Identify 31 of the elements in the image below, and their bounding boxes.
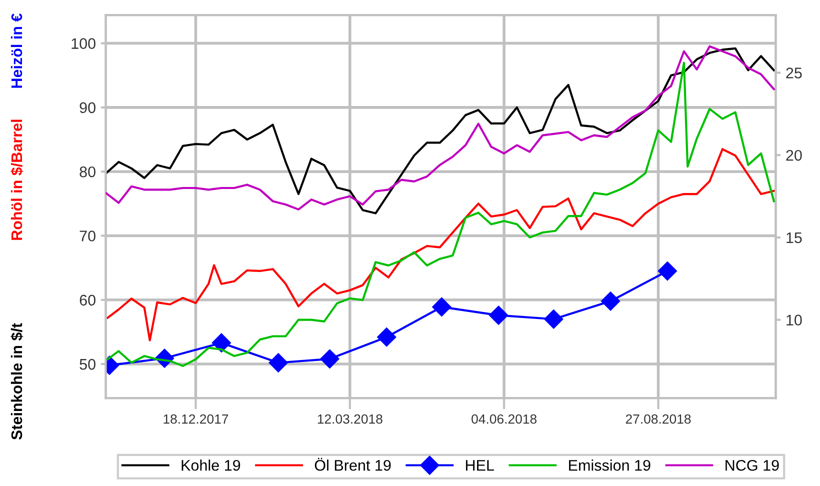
y-tick-label: 60	[80, 294, 96, 306]
text: Rohöl in $/Barrel	[10, 120, 24, 240]
point	[432, 297, 452, 316]
legend-label: NCG 19	[726, 460, 779, 471]
point	[544, 310, 564, 329]
point	[377, 328, 396, 347]
y-tick-label: 90	[80, 102, 96, 114]
x-tick-label: 04.06.2018	[472, 414, 537, 424]
y-axis-title: Steinkohle in $/t	[10, 323, 24, 440]
y2-tick-label: 20	[786, 150, 802, 161]
legend-label: Emission 19	[569, 460, 650, 471]
y-tick-label: 100	[72, 38, 96, 49]
legend-label: HEL	[466, 460, 494, 471]
y-tick-label: 50	[80, 358, 96, 370]
legend-label: Kohle 19	[182, 460, 240, 471]
y2-tick-label: 15	[786, 232, 802, 244]
point	[600, 292, 620, 311]
x-tick-label: 27.08.2018	[626, 414, 691, 424]
point	[658, 261, 677, 281]
point	[268, 353, 288, 372]
y2-tick-label: 10	[786, 314, 802, 326]
y-tick-label: 70	[80, 230, 96, 242]
text: Heizöl in €	[10, 14, 22, 88]
y-tick-label: 80	[80, 166, 96, 178]
x-tick-label: 18.12.2017	[164, 414, 228, 424]
x-tick-label: 12.03.2018	[318, 414, 382, 424]
point	[320, 349, 340, 368]
legend-label: Öl Brent 19	[314, 458, 391, 471]
y2-tick-label: 25	[786, 68, 802, 78]
point	[489, 306, 508, 325]
point	[212, 333, 231, 352]
